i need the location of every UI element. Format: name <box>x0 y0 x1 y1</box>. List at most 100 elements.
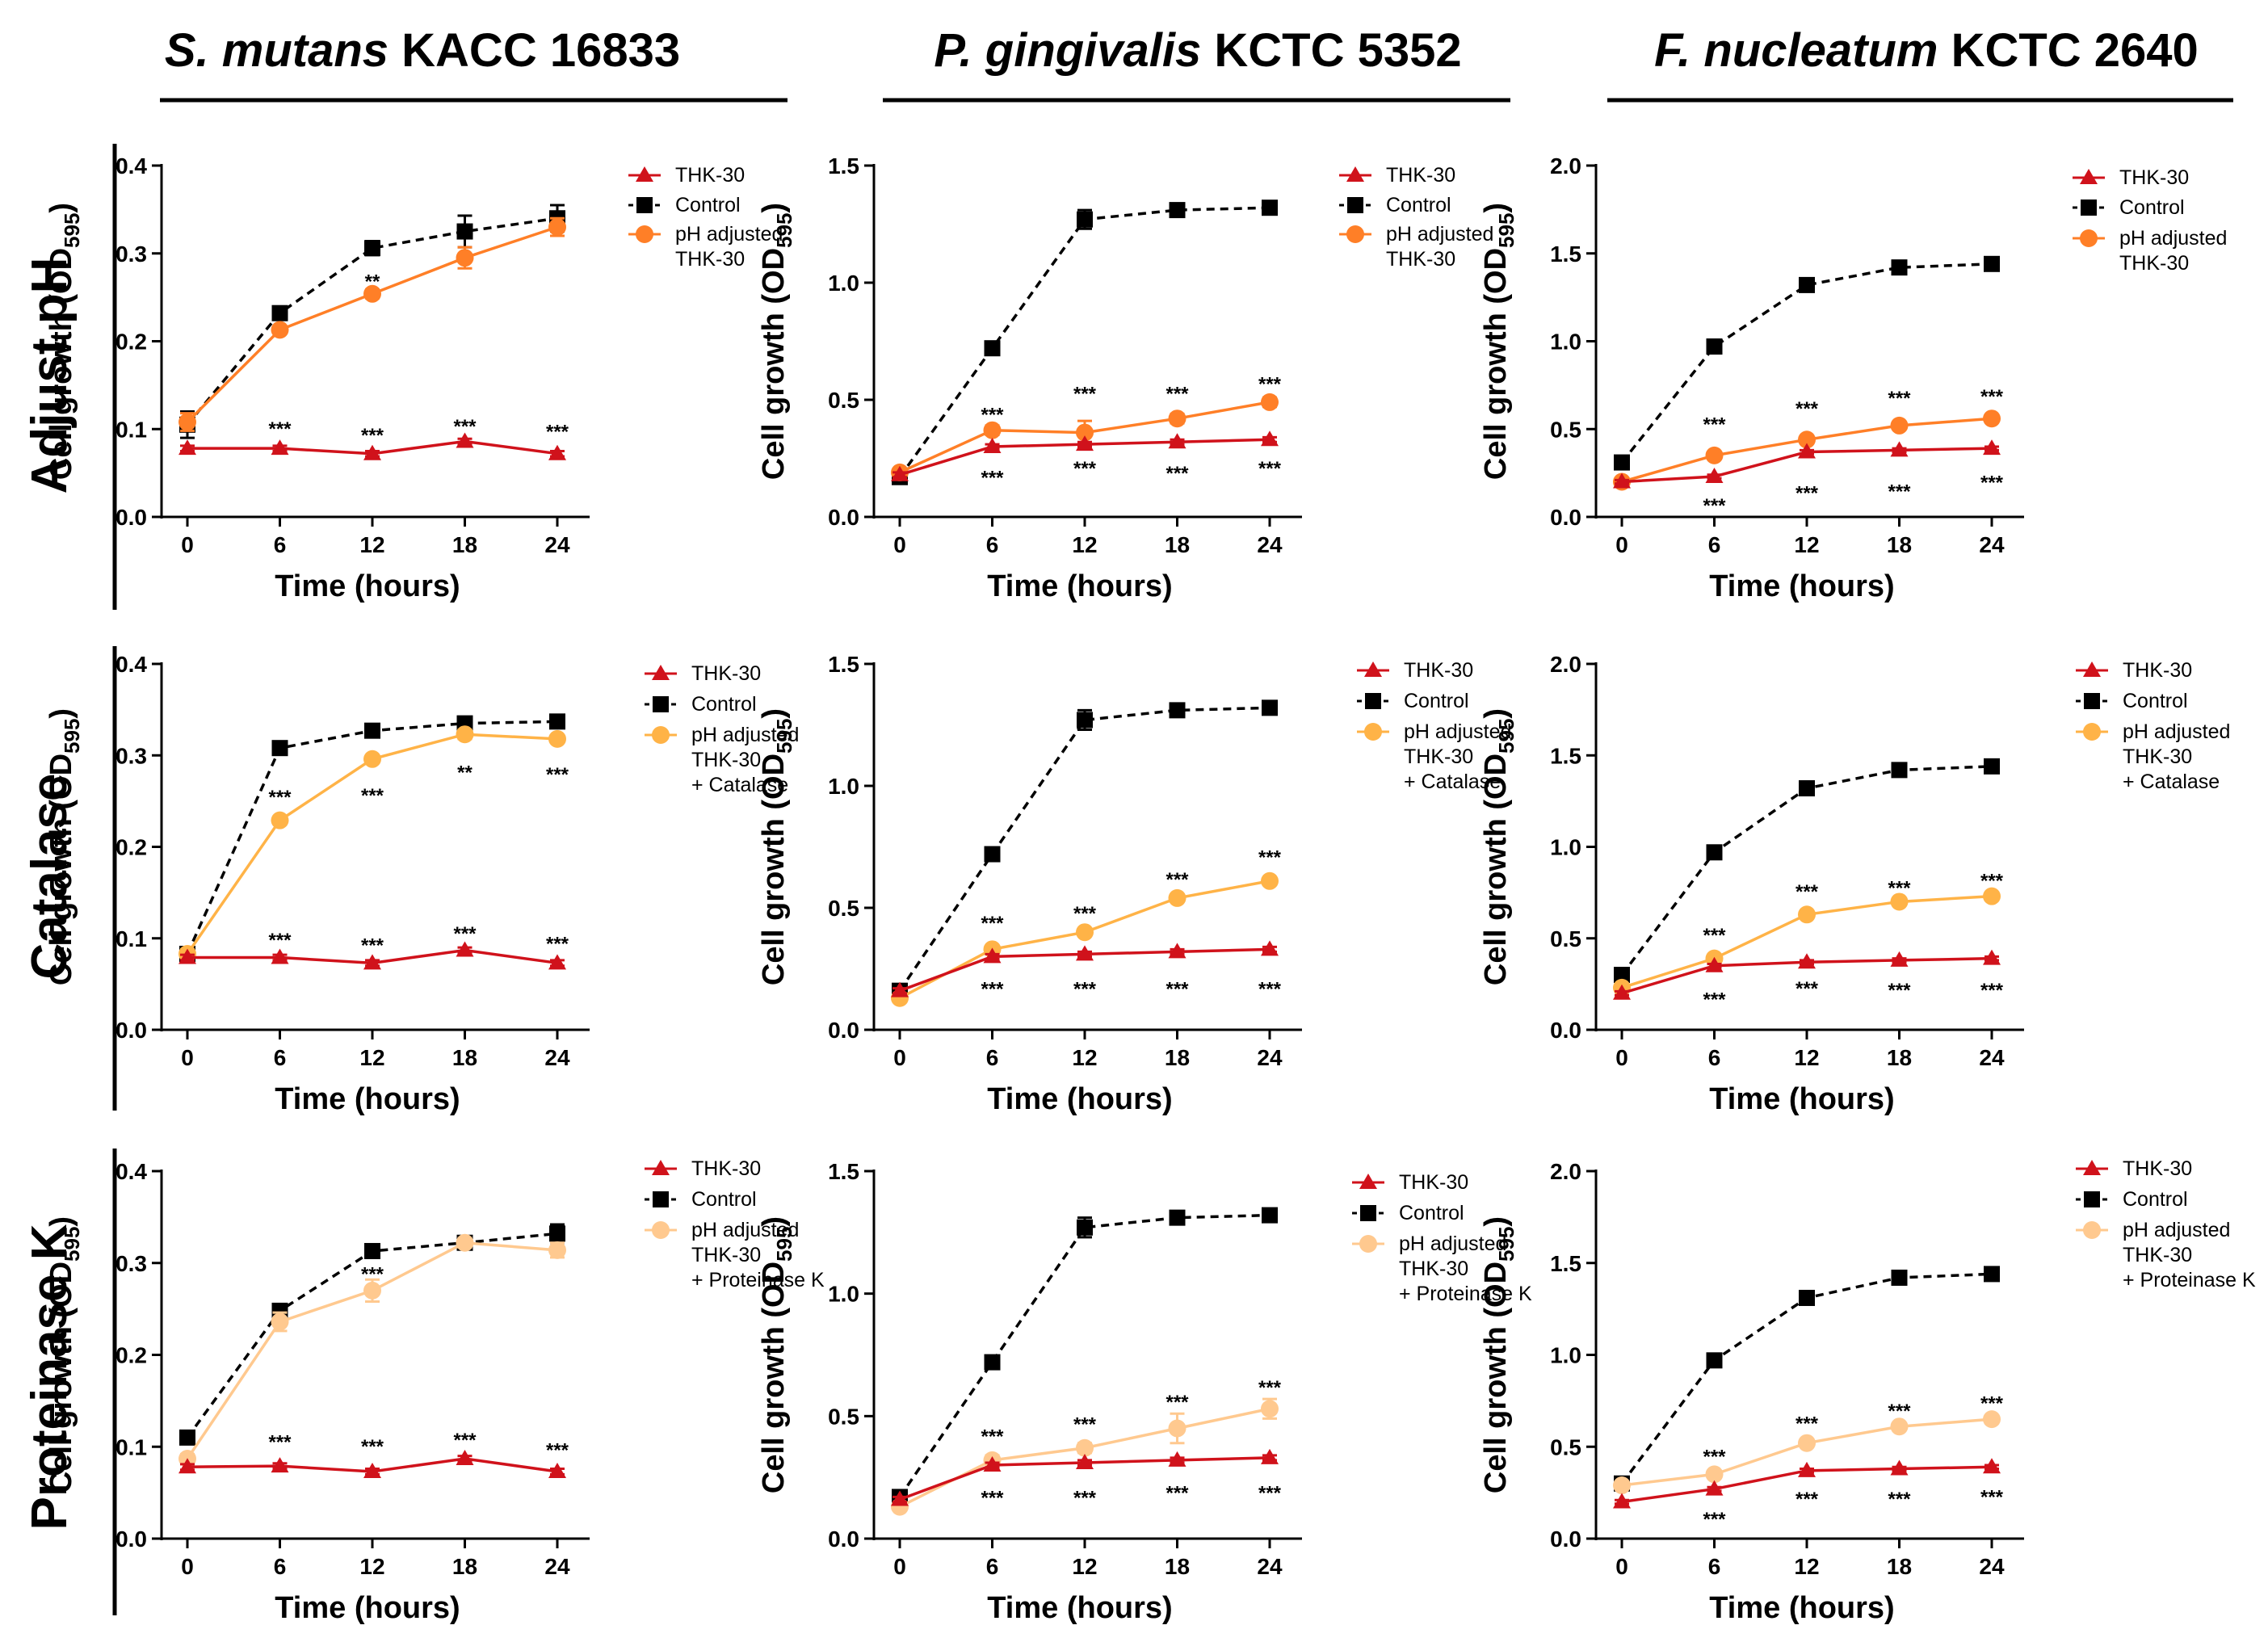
significance-label: *** <box>1980 1487 2004 1509</box>
y-axis-label-subscript: 595 <box>60 719 84 754</box>
circle-marker <box>1890 1417 1909 1436</box>
y-tick-label: 1.0 <box>1550 835 1581 860</box>
significance-label: *** <box>1796 398 1819 420</box>
series-thk <box>1613 1458 2001 1509</box>
circle-marker <box>1705 1465 1724 1484</box>
significance-label: *** <box>1703 925 1726 947</box>
significance-label: *** <box>1703 989 1726 1010</box>
circle-marker <box>178 413 196 431</box>
significance-label: *** <box>1073 458 1097 480</box>
series-thk <box>178 1450 566 1478</box>
square-marker <box>636 197 653 213</box>
x-tick-label: 18 <box>1887 1045 1912 1070</box>
square-marker <box>1891 259 1908 276</box>
x-tick-label: 12 <box>1794 1554 1819 1579</box>
y-axis-label: Cell growth (OD595) <box>757 708 796 985</box>
y-axis-label: Cell growth (OD595) <box>44 708 84 985</box>
x-tick-label: 24 <box>1979 1045 2005 1070</box>
chart-panel: 0.0 0.5 1.0 1.5 2.0 0 6 12 18 24 Time (hours) Cell … <box>1479 652 2230 1116</box>
significance-label: *** <box>1796 881 1819 903</box>
triangle-marker <box>1613 472 1631 489</box>
square-marker <box>271 740 288 757</box>
legend-label-line: THK-30 <box>1404 659 1473 682</box>
triangle-marker <box>178 948 196 964</box>
legend-label-line: + Proteinase K <box>691 1269 825 1291</box>
legend-label-line: Control <box>2119 196 2185 219</box>
triangle-marker <box>1983 1458 2001 1474</box>
square-marker <box>1614 967 1630 984</box>
circle-marker <box>1261 871 1279 890</box>
x-axis-label: Time (hours) <box>275 569 460 603</box>
y-axis-label-subscript: 595 <box>60 213 84 248</box>
circle-marker <box>1613 1476 1631 1495</box>
significance-label: *** <box>1258 458 1282 480</box>
column-title: P. gingivalis KCTC 5352 <box>934 24 1461 77</box>
significance-label: *** <box>268 418 292 440</box>
triangle-marker <box>1613 984 1631 1000</box>
x-tick-label: 6 <box>1708 1045 1721 1070</box>
significance-label: *** <box>1980 1393 2004 1415</box>
y-tick-label: 1.0 <box>1550 330 1581 355</box>
y-axis-label: Cell growth (OD595) <box>1479 1216 1518 1493</box>
legend-label-line: pH adjusted <box>691 1219 799 1241</box>
triangle-marker <box>363 444 381 460</box>
square-marker <box>2081 199 2097 216</box>
legend-label: THK-30 <box>691 1157 761 1180</box>
legend-label: Control <box>2119 196 2185 219</box>
legend-label: Control <box>2123 690 2188 712</box>
triangle-marker <box>891 1490 909 1506</box>
square-marker <box>456 223 473 240</box>
triangle-marker <box>1076 1453 1094 1469</box>
y-tick-label: 1.5 <box>1550 1251 1581 1276</box>
x-axis-label: Time (hours) <box>1709 1082 1894 1116</box>
triangle-marker <box>1983 949 2001 965</box>
legend-label: Control <box>1399 1202 1464 1224</box>
legend-label-line: + Proteinase K <box>1399 1283 1532 1305</box>
square-marker <box>1706 338 1723 355</box>
square-marker <box>549 713 565 730</box>
square-marker <box>1077 211 1093 228</box>
circle-marker <box>271 1312 289 1331</box>
legend-label-line: pH adjusted <box>2119 227 2227 250</box>
significance-label: *** <box>1073 903 1097 925</box>
legend-label-line: THK-30 <box>1386 164 1455 187</box>
chart-panel: 0.0 0.1 0.2 0.3 0.4 0 6 12 18 24 Time (hours) Cell … <box>44 652 799 1116</box>
legend-label: Control <box>691 693 757 716</box>
y-tick-label: 0.5 <box>1550 1434 1581 1459</box>
legend-label-line: THK-30 <box>1399 1171 1468 1194</box>
x-tick-label: 12 <box>359 1045 384 1070</box>
x-tick-label: 6 <box>274 1554 287 1579</box>
column-title-species: S. mutans <box>165 24 388 77</box>
y-axis-label-main: Cell growth (OD <box>44 1262 78 1493</box>
significance-label: *** <box>1166 463 1189 485</box>
legend-label: THK-30 <box>2123 659 2192 682</box>
significance-label: *** <box>1796 1413 1819 1435</box>
y-tick-label: 0.3 <box>116 1251 147 1276</box>
square-marker <box>1891 1269 1908 1286</box>
series-ph_adjusted <box>891 393 1279 481</box>
series-thk <box>1613 949 2001 1000</box>
circle-marker <box>652 726 670 744</box>
y-axis-label-close: ) <box>44 708 78 719</box>
y-tick-label: 0.4 <box>116 1159 147 1184</box>
column-title-species: P. gingivalis <box>934 24 1201 77</box>
triangle-marker <box>1359 1174 1377 1189</box>
circle-marker <box>363 284 381 303</box>
x-tick-label: 24 <box>1979 1554 2005 1579</box>
significance-label: *** <box>1258 1482 1282 1504</box>
significance-label: *** <box>981 1487 1004 1509</box>
y-tick-label: 1.0 <box>1550 1343 1581 1368</box>
x-tick-label: 6 <box>274 532 287 557</box>
y-tick-label: 1.5 <box>828 1159 859 1184</box>
y-tick-label: 0.0 <box>116 1527 147 1552</box>
x-tick-label: 18 <box>1887 532 1912 557</box>
y-axis-label: Cell growth (OD595) <box>757 203 796 480</box>
legend-label-line: THK-30 <box>691 1244 761 1266</box>
circle-marker <box>1890 892 1909 911</box>
legend-label: THK-30 <box>2123 1157 2192 1180</box>
x-tick-label: 24 <box>1257 1554 1283 1579</box>
y-axis-label-subscript: 595 <box>60 1227 84 1262</box>
